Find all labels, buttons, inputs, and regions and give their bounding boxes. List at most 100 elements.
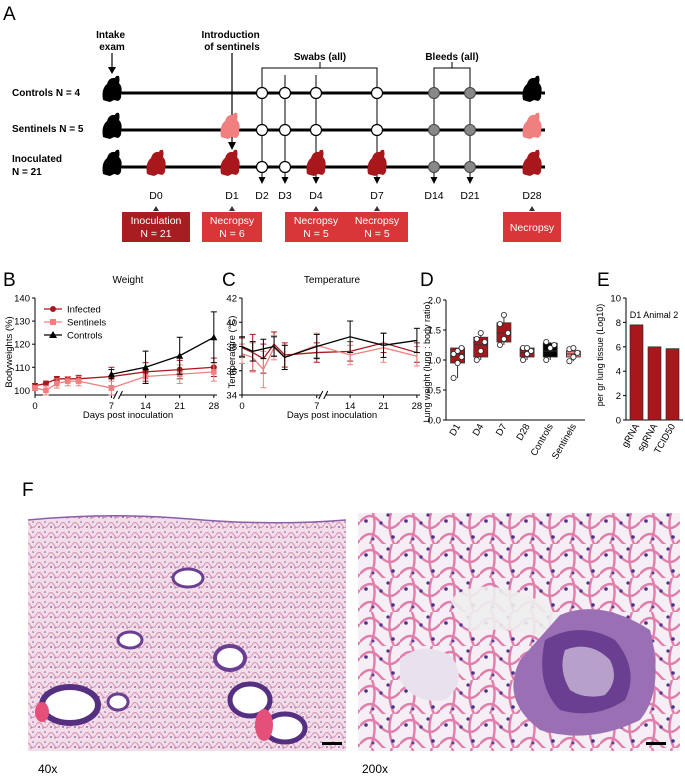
series-line (241, 344, 418, 371)
hamster-body (220, 149, 240, 176)
y-tick-label: 2 (616, 391, 621, 402)
intake-arrowhead (108, 67, 116, 74)
chart-c-plot: 34 36 38 40 42 0 7 14 21 28 (226, 294, 422, 413)
box-iqr (496, 322, 512, 343)
introduction-label: Introduction of sentinels (201, 30, 262, 53)
series-line (241, 342, 418, 360)
hamster-body (102, 112, 122, 139)
timepoint-arrowhead (258, 177, 266, 184)
y-tick-label: 10 (610, 294, 621, 305)
animal-icons (102, 75, 542, 176)
y-tick-label: 120 (14, 340, 30, 351)
hamster-icon (146, 149, 166, 176)
group-label-sentinels: Sentinels N = 5 (12, 124, 84, 135)
series-line (111, 336, 215, 375)
y-tick-label: 42 (226, 294, 237, 305)
x-tick-label: 14 (140, 401, 151, 412)
x-tick-label: D28 (514, 422, 532, 443)
hamster-body (522, 112, 542, 139)
box-point (543, 356, 550, 363)
y-tick-label: 34 (226, 391, 237, 402)
y-tick-label: 1.0 (428, 356, 441, 367)
hamster-body (367, 149, 387, 176)
data-point (142, 363, 150, 371)
x-tick-label: 0 (239, 401, 244, 412)
x-tick-label: 28 (412, 401, 423, 412)
bar (647, 346, 662, 421)
box-point (477, 329, 484, 336)
group-label-inoculated: Inoculated (12, 154, 62, 165)
chart-b-plot: 100 110 120 130 140 0 7 14 21 28 Infected Sentinels… (14, 294, 219, 413)
legend-label: Controls (67, 331, 103, 342)
legend-label: Sentinels (67, 318, 106, 329)
box-point (500, 335, 507, 342)
day-label: D3 (278, 190, 292, 202)
axis-break (112, 390, 118, 400)
box-point (524, 344, 531, 351)
caption-200x: 200x (362, 762, 388, 776)
day-label: D2 (255, 190, 269, 202)
legend-marker (50, 306, 56, 312)
x-tick-label: 28 (209, 401, 220, 412)
hamster-icon (102, 149, 122, 176)
y-tick-label: 0.0 (428, 416, 441, 427)
timepoint-arrowhead (430, 177, 438, 184)
panel-e-letter: E (597, 270, 610, 291)
swab-marker (255, 86, 269, 100)
day-label: D1 (225, 190, 239, 202)
event-box-line1: Necropsy (294, 215, 339, 227)
event-box (503, 212, 561, 242)
data-point (176, 352, 184, 359)
data-point (108, 385, 115, 391)
data-point (210, 333, 218, 341)
panel-a-letter: A (3, 4, 16, 25)
chart-c-title: Temperature (304, 275, 361, 286)
hamster-body (522, 75, 542, 102)
bleed-marker (428, 124, 440, 136)
box-point (551, 341, 558, 348)
box-point (566, 358, 573, 365)
y-tick-label: 36 (226, 366, 237, 377)
box-pointer (153, 206, 159, 211)
box-point (570, 353, 577, 360)
box-point (547, 344, 554, 351)
chart-e-title: D1 Animal 2 (630, 310, 679, 320)
box-point (450, 350, 457, 357)
panel-b-letter: B (3, 270, 16, 291)
panel-f-letter: F (22, 480, 34, 501)
swab-marker (278, 160, 292, 174)
bleed-marker (428, 161, 440, 173)
panel-a: A Intake exam Introduction of sentinels … (3, 4, 561, 242)
box-point (496, 341, 503, 348)
x-tick-label: 7 (109, 401, 114, 412)
day-label: D4 (309, 190, 323, 202)
intro-arrowhead (228, 142, 236, 150)
hamster-icon (306, 149, 326, 176)
data-point (211, 369, 217, 375)
box-point (454, 347, 461, 354)
histology-image-40x (27, 513, 347, 751)
data-point (42, 380, 49, 387)
chart-b-ylabel: Bodyweights (%) (4, 316, 15, 387)
hamster-body (102, 75, 122, 102)
chart-c-ylabel: Temperature (°C) (227, 316, 238, 389)
bleed-marker (428, 87, 440, 99)
group-label-controls: Controls N = 4 (12, 88, 81, 99)
swab-marker (370, 123, 384, 137)
bleed-marker (464, 161, 476, 173)
data-point (32, 385, 38, 391)
data-point (43, 387, 49, 394)
swab-marker (309, 123, 323, 137)
event-box-line2: N = 21 (140, 228, 171, 240)
data-point (75, 378, 82, 384)
panel-b-weight-chart: B Weight Bodyweights (%) Days post inocu… (3, 270, 219, 421)
swabs-bracket (261, 62, 378, 75)
day-label: D28 (522, 190, 541, 202)
swab-marker (278, 123, 292, 137)
x-tick-label: 7 (314, 401, 319, 412)
timepoint-arrowhead (281, 177, 289, 184)
y-tick-label: 140 (14, 294, 30, 305)
box-point (500, 311, 507, 318)
box-point (473, 356, 480, 363)
y-tick-label: 8 (616, 318, 621, 329)
